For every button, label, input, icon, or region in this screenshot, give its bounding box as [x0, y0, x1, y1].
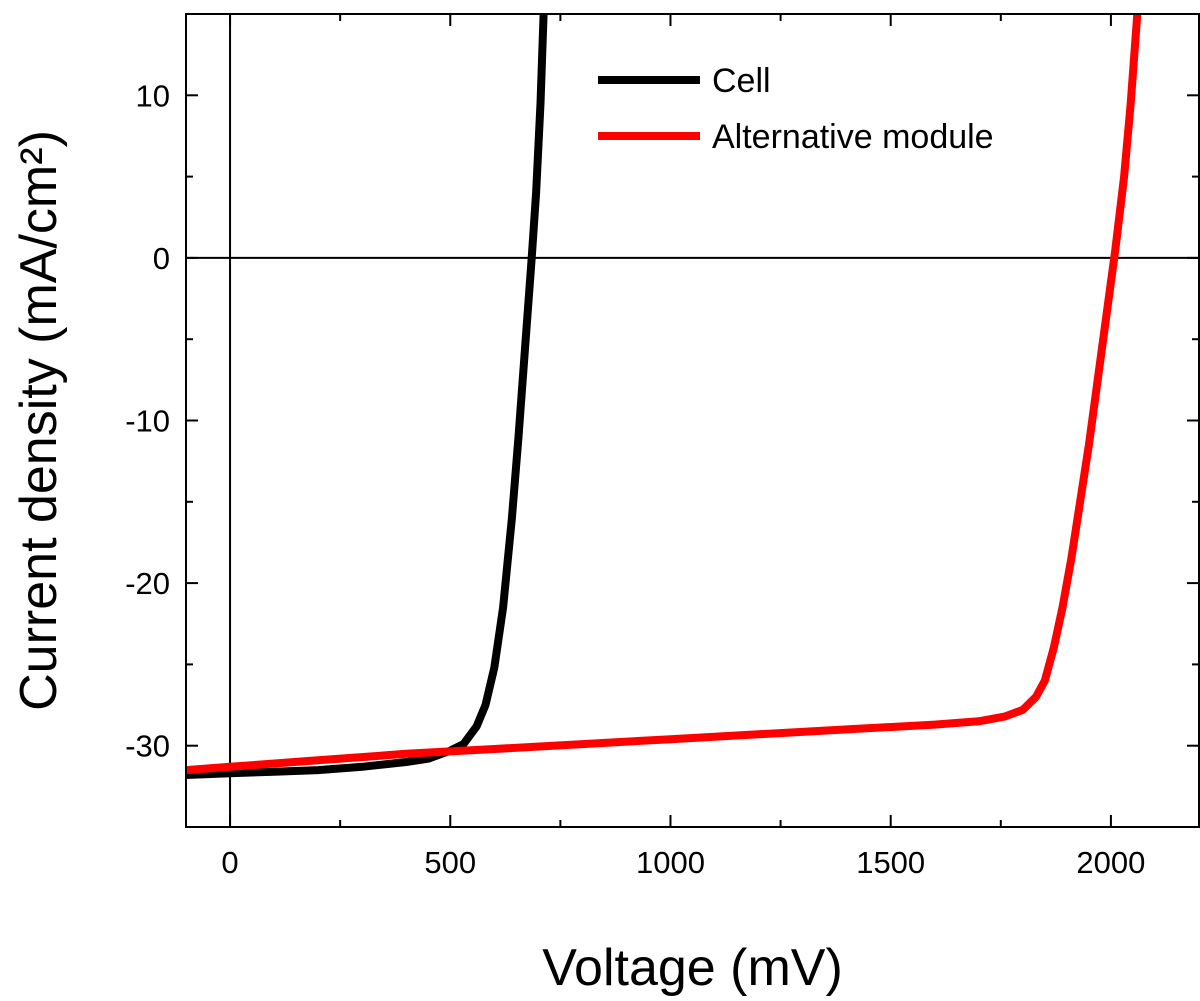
x-tick-label: 1500 [856, 845, 925, 880]
series-line-cell [186, 14, 548, 779]
x-axis-title: Voltage (mV) [542, 939, 843, 997]
series-layer [186, 14, 1142, 779]
axis-tick-labels: 0 500 1000 1500 2000 -30 -20 -10 0 10 [125, 78, 1145, 880]
x-tick-label: 0 [221, 845, 238, 880]
y-tick-label: 10 [136, 78, 170, 113]
legend-label-cell: Cell [712, 62, 771, 100]
axis-ticks [186, 13, 1199, 828]
zero-lines [186, 14, 1199, 827]
series-line-alternative-module [186, 14, 1142, 775]
y-axis-title: Current density (mA/cm²) [10, 130, 68, 711]
y-tick-label: 0 [153, 241, 170, 276]
legend-label-alternative-module: Alternative module [712, 118, 994, 156]
y-tick-label: -10 [125, 404, 170, 439]
x-tick-label: 2000 [1076, 845, 1145, 880]
y-tick-label: -20 [125, 566, 170, 601]
x-tick-label: 500 [424, 845, 476, 880]
legend: Cell Alternative module [598, 62, 994, 156]
y-tick-label: -30 [125, 729, 170, 764]
x-tick-label: 1000 [636, 845, 705, 880]
